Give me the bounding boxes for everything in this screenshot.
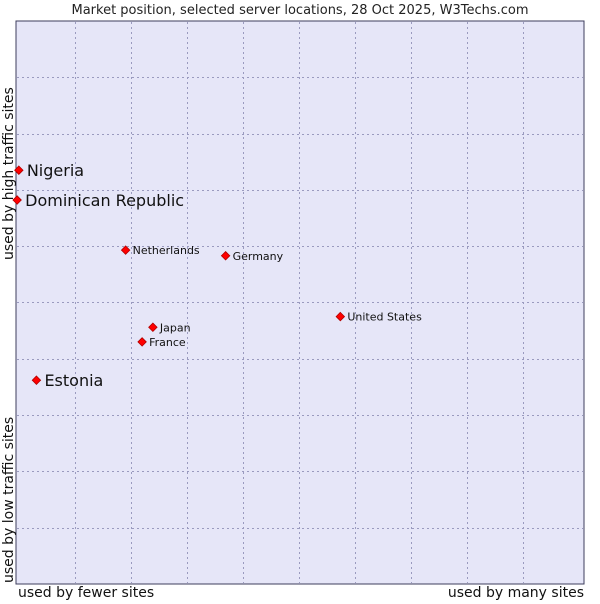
label-netherlands: Netherlands [133, 244, 200, 257]
data-point-united-states: United States [335, 311, 422, 324]
data-points: Nigeria Dominican Republic Netherlands Germ… [12, 161, 422, 390]
label-dominican-republic: Dominican Republic [25, 191, 184, 210]
marker-nigeria [14, 165, 24, 175]
data-point-france: France [137, 336, 186, 349]
data-point-nigeria: Nigeria [14, 161, 84, 180]
marker-germany [220, 251, 231, 261]
data-point-estonia: Estonia [31, 371, 103, 390]
marker-japan [148, 322, 158, 333]
label-nigeria: Nigeria [27, 161, 84, 180]
data-point-dominican-republic: Dominican Republic [12, 191, 184, 210]
label-germany: Germany [233, 250, 284, 263]
x-axis-label-left: used by fewer sites [18, 585, 154, 600]
marker-estonia [31, 375, 42, 385]
x-axis-label-right: used by many sites [448, 585, 584, 600]
label-estonia: Estonia [44, 371, 103, 390]
label-japan: Japan [159, 321, 191, 334]
data-point-japan: Japan [148, 321, 191, 334]
y-axis-label-top: used by high traffic sites [1, 87, 17, 260]
grid [17, 22, 583, 583]
label-united-states: United States [347, 311, 422, 324]
marker-france [137, 337, 147, 347]
chart-title: Market position, selected server locatio… [71, 3, 528, 18]
data-point-germany: Germany [220, 250, 284, 263]
data-point-netherlands: Netherlands [120, 244, 200, 257]
y-axis-label-bottom: used by low traffic sites [1, 417, 17, 583]
marker-dominican-republic [12, 195, 22, 205]
marker-netherlands [120, 245, 131, 255]
marker-united-states [335, 311, 346, 322]
label-france: France [149, 336, 186, 349]
